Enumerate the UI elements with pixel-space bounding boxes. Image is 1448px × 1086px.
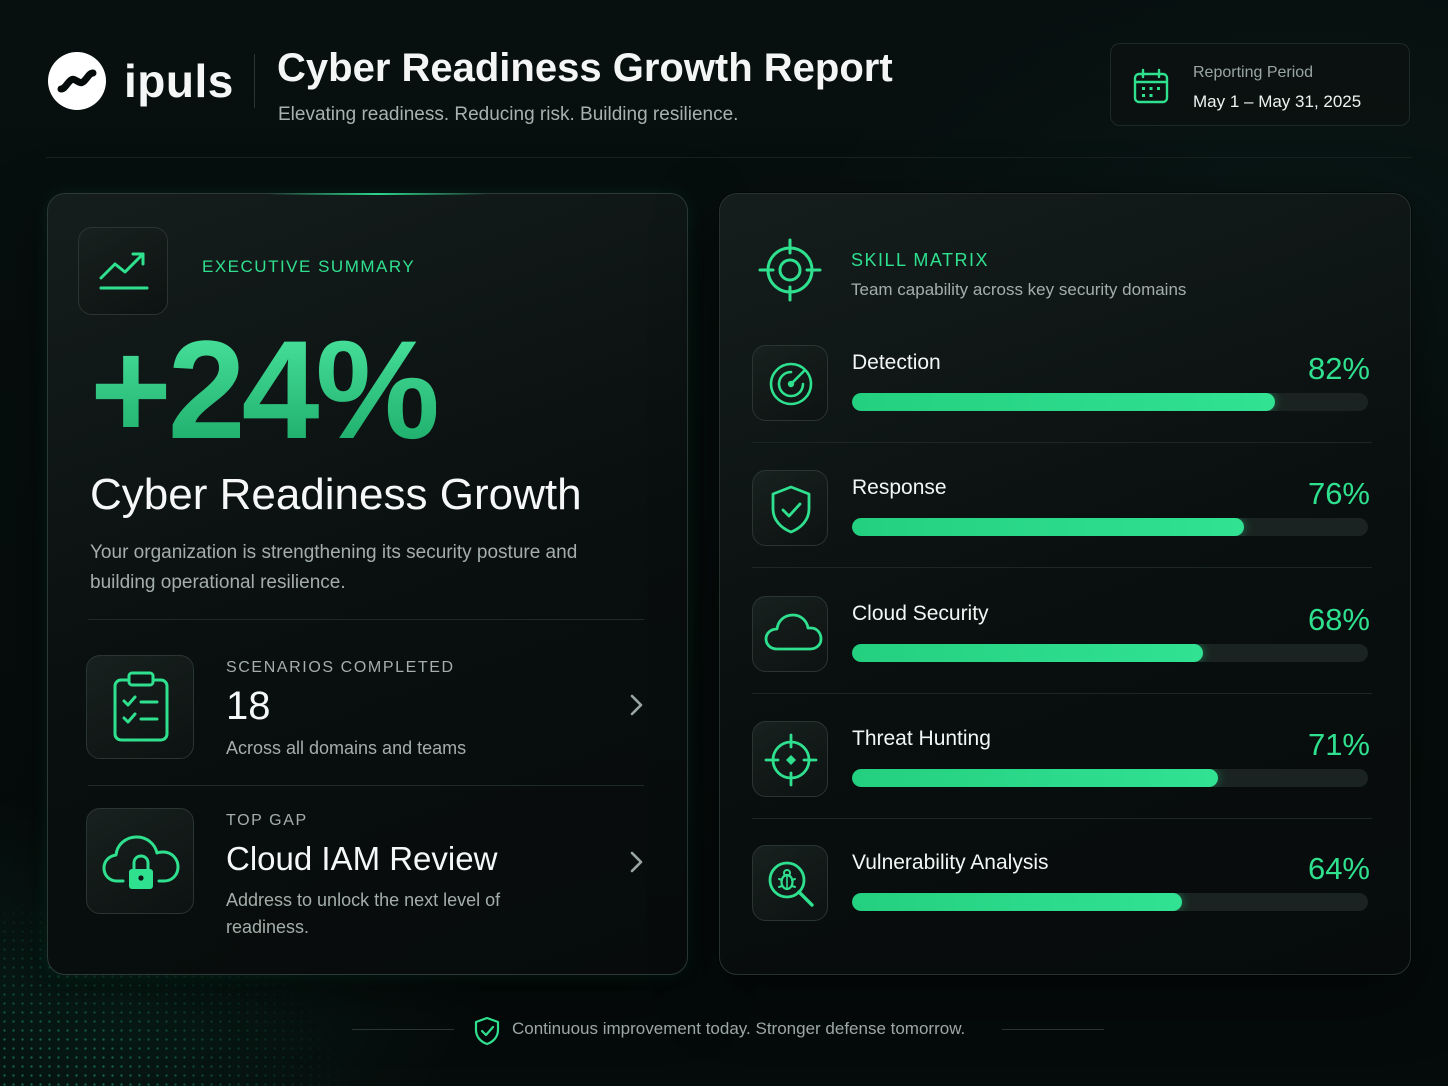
skill-percent: 82% — [1307, 351, 1370, 386]
scenarios-completed-value: 18 — [226, 684, 271, 728]
shield-check-icon — [771, 485, 811, 534]
skill-icon-tile — [752, 345, 828, 421]
footer-tagline: Continuous improvement today. Stronger d… — [352, 1012, 1110, 1048]
footer-line-right — [1002, 1029, 1104, 1030]
skill-percent: 76% — [1307, 476, 1370, 511]
crosshair-icon — [764, 733, 818, 787]
footer-line-left — [352, 1029, 454, 1030]
summary-divider — [88, 619, 644, 620]
skill-row-response: Response 76% — [752, 470, 1374, 596]
growth-metric: +24% — [90, 311, 440, 468]
cloud-lock-icon — [102, 835, 180, 889]
brand-logo-icon — [48, 52, 106, 110]
calendar-icon — [1133, 68, 1169, 104]
skill-percent: 68% — [1307, 602, 1370, 637]
trend-icon-tile — [78, 227, 168, 315]
growth-title: Cyber Readiness Growth — [90, 470, 582, 519]
skill-progress-track — [852, 893, 1368, 911]
trending-up-icon — [99, 252, 149, 290]
footer-text: Continuous improvement today. Stronger d… — [512, 1019, 966, 1038]
clipboard-icon-tile — [86, 655, 194, 759]
skill-icon-tile — [752, 470, 828, 546]
skill-progress-track — [852, 769, 1368, 787]
skill-icon-tile — [752, 845, 828, 921]
reporting-period-label: Reporting Period — [1193, 64, 1314, 81]
cloud-icon — [764, 613, 823, 651]
skill-divider — [752, 818, 1372, 819]
top-gap-value: Cloud IAM Review — [226, 840, 498, 877]
skill-row-vulnerability-analysis: Vulnerability Analysis 64% — [752, 845, 1374, 971]
skill-progress-fill — [852, 644, 1203, 662]
summary-row-divider — [88, 785, 644, 786]
cloud-lock-icon-tile — [86, 808, 194, 914]
scenarios-completed-label: SCENARIOS COMPLETED — [226, 659, 455, 676]
shield-check-icon — [474, 1016, 500, 1046]
growth-description: Your organization is strengthening its s… — [90, 542, 578, 593]
skill-progress-fill — [852, 393, 1276, 411]
skill-matrix-subtitle: Team capability across key security doma… — [851, 280, 1187, 299]
report-header: ipuls Cyber Readiness Growth Report Elev… — [48, 40, 1410, 132]
skill-matrix-panel: SKILL MATRIX Team capability across key … — [719, 193, 1411, 975]
skill-divider — [752, 442, 1372, 443]
top-gap-desc: Address to unlock the next level of read… — [226, 890, 501, 937]
reporting-period-card: Reporting Period May 1 – May 31, 2025 — [1110, 43, 1410, 126]
skill-name: Detection — [852, 351, 941, 374]
chevron-right-icon[interactable] — [626, 850, 646, 874]
skill-name: Vulnerability Analysis — [852, 851, 1049, 874]
skill-progress-track — [852, 644, 1368, 662]
skill-name: Response — [852, 476, 947, 499]
top-gap-label: TOP GAP — [226, 812, 308, 829]
skill-divider — [752, 567, 1372, 568]
skill-row-cloud-security: Cloud Security 68% — [752, 596, 1374, 722]
chevron-right-icon[interactable] — [626, 693, 646, 717]
skill-row-detection: Detection 82% — [752, 345, 1374, 471]
skill-progress-fill — [852, 769, 1219, 787]
panel-glow — [268, 193, 488, 195]
skill-percent: 71% — [1307, 727, 1370, 762]
skill-progress-fill — [852, 518, 1245, 536]
skill-row-threat-hunting: Threat Hunting 71% — [752, 721, 1374, 847]
brand-name: ipuls — [124, 55, 234, 107]
skill-percent: 64% — [1307, 851, 1370, 886]
reporting-period-value: May 1 – May 31, 2025 — [1193, 92, 1362, 111]
executive-summary-panel: EXECUTIVE SUMMARY +24% Cyber Readiness G… — [47, 193, 688, 975]
clipboard-check-icon — [113, 671, 169, 742]
header-rule — [46, 157, 1412, 158]
skill-icon-tile — [752, 721, 828, 797]
skill-divider — [752, 693, 1372, 694]
skill-progress-track — [852, 393, 1368, 411]
skill-matrix-title: SKILL MATRIX — [851, 250, 990, 270]
scenarios-completed-desc: Across all domains and teams — [226, 738, 467, 758]
skill-name: Cloud Security — [852, 602, 989, 625]
skill-progress-fill — [852, 893, 1183, 911]
page-subtitle: Elevating readiness. Reducing risk. Buil… — [278, 104, 739, 125]
skill-progress-track — [852, 518, 1368, 536]
bug-search-icon — [768, 861, 814, 907]
skill-icon-tile — [752, 596, 828, 672]
executive-summary-label: EXECUTIVE SUMMARY — [202, 257, 416, 276]
radar-icon — [769, 362, 813, 406]
header-divider — [254, 54, 255, 108]
target-icon — [758, 238, 822, 302]
page-title: Cyber Readiness Growth Report — [277, 46, 893, 90]
skill-name: Threat Hunting — [852, 727, 991, 750]
